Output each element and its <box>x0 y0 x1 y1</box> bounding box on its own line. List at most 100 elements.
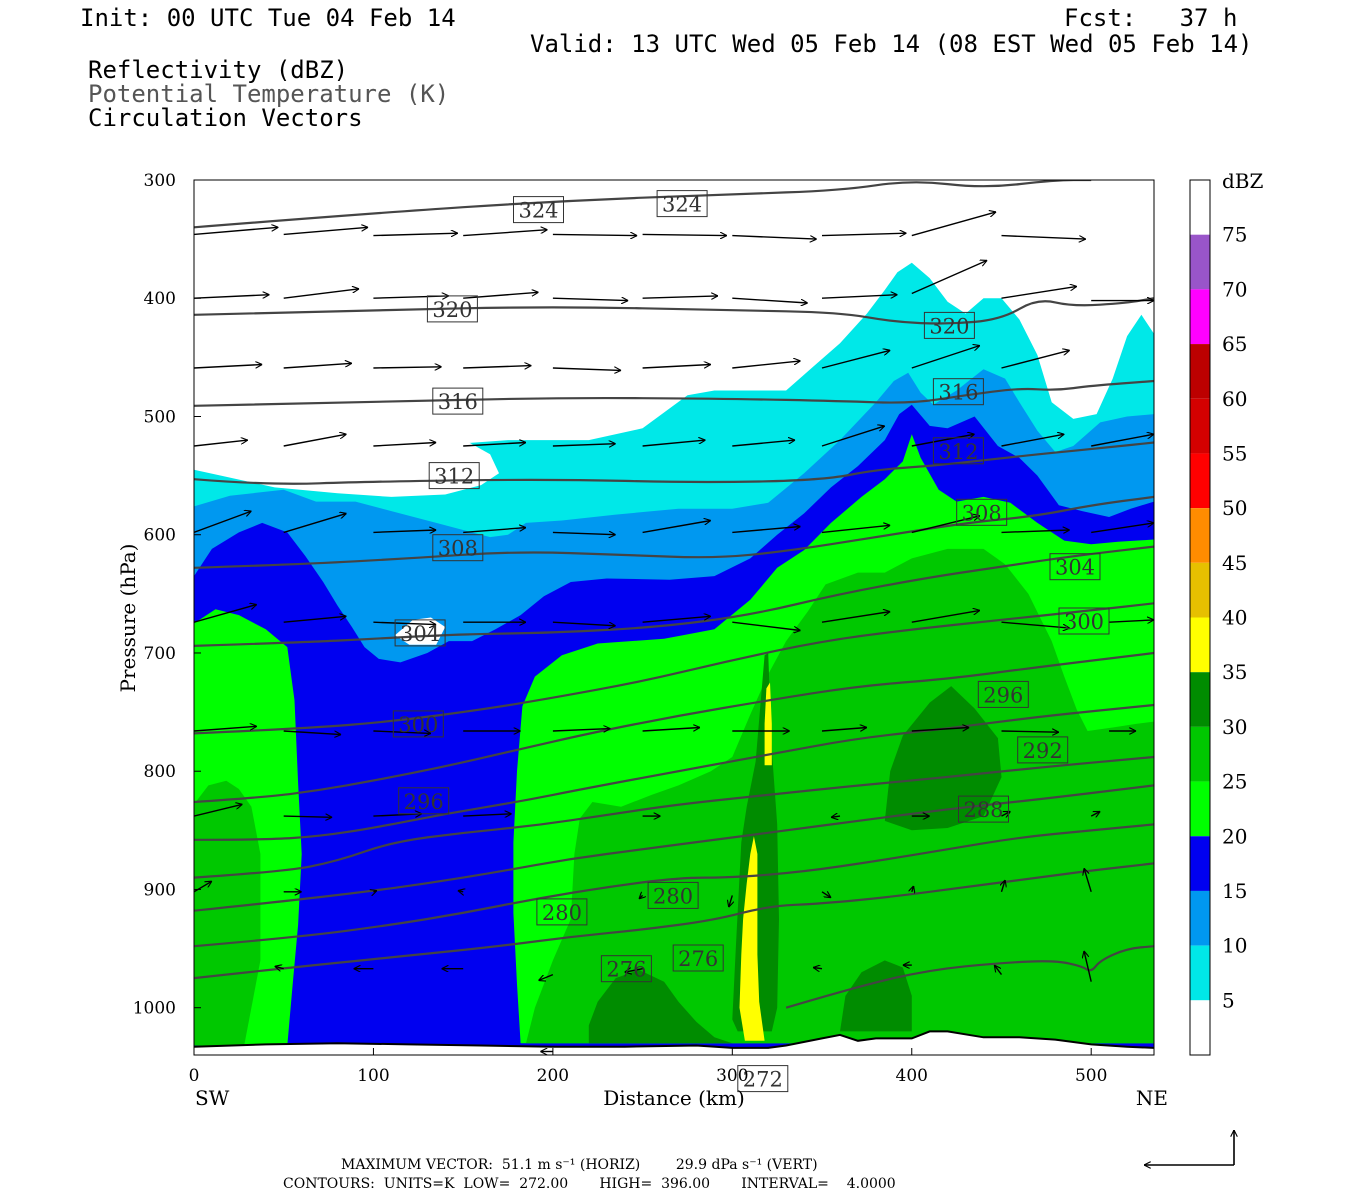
circulation-vector <box>463 528 526 534</box>
dbz-35-region <box>764 682 772 766</box>
circulation-vector <box>1084 951 1092 982</box>
contour-label: 320 <box>432 298 472 322</box>
circulation-vector <box>275 966 284 968</box>
circulation-vector <box>283 227 368 236</box>
circulation-vector <box>194 804 242 817</box>
x-tick-label: 300 <box>716 1066 748 1086</box>
circulation-vector <box>1001 731 1059 732</box>
circulation-vector <box>373 233 457 235</box>
circulation-vector <box>373 530 436 532</box>
circulation-vector <box>1001 234 1086 240</box>
colorbar-bin <box>1190 781 1210 837</box>
circulation-vector <box>911 346 980 369</box>
circulation-vector <box>373 891 377 892</box>
circulation-vector <box>642 521 711 534</box>
circulation-vector <box>552 532 616 534</box>
colorbar-level-label: 40 <box>1222 606 1247 630</box>
circulation-vector <box>911 260 987 295</box>
contour-label-box <box>737 1065 789 1093</box>
colorbar-level-label: 30 <box>1222 715 1247 739</box>
circulation-vector <box>1109 620 1154 622</box>
colorbar-level-label: 55 <box>1222 441 1247 465</box>
circulation-vector <box>911 434 975 447</box>
colorbar-bin <box>1190 836 1210 891</box>
contour-label-box <box>394 619 446 647</box>
circulation-vector <box>283 513 347 534</box>
circulation-vector <box>821 892 831 898</box>
contour-label: 304 <box>400 622 440 646</box>
circulation-vector <box>642 296 718 298</box>
colorbar-level-label: 5 <box>1222 988 1235 1012</box>
circulation-vector <box>283 434 347 447</box>
colorbar-bin <box>1190 398 1210 454</box>
circulation-vector <box>539 973 554 981</box>
contour-label-box <box>432 387 484 415</box>
plot-frame <box>193 179 1155 1056</box>
colorbar-level-label: 10 <box>1222 934 1247 958</box>
contour-label-box <box>656 190 708 218</box>
circulation-vector <box>821 426 885 447</box>
circulation-vector <box>283 616 347 623</box>
terrain-line <box>194 1030 1154 1049</box>
valid-time: Valid: 13 UTC Wed 05 Feb 14 (08 EST Wed … <box>530 30 1253 58</box>
circulation-vector <box>639 895 643 899</box>
colorbar-bin <box>1190 508 1210 563</box>
contour-label: 276 <box>678 947 718 971</box>
circulation-vector <box>732 527 800 534</box>
y-tick-label: 800 <box>144 762 176 782</box>
contour-label-box <box>600 955 652 983</box>
circulation-vector <box>821 233 906 235</box>
x-tick-label: 400 <box>896 1066 928 1086</box>
contour-label-box <box>392 710 444 738</box>
colorbar-bin <box>1190 344 1210 399</box>
colorbar-bin <box>1190 726 1210 782</box>
contour-label: 312 <box>938 440 978 464</box>
circulation-vector <box>552 298 628 300</box>
circulation-vector <box>732 234 816 240</box>
dbz-30-region <box>884 686 1002 831</box>
contour-label: 308 <box>962 501 1002 525</box>
theta-316-contour <box>194 379 1154 407</box>
circulation-vector <box>373 622 436 624</box>
circulation-vector <box>1090 810 1100 816</box>
sw-end-label: SW <box>195 1086 230 1110</box>
x-tick-label: 0 <box>189 1066 200 1086</box>
circulation-vector <box>994 965 1003 976</box>
circulation-vector <box>283 289 359 299</box>
ne-end-label: NE <box>1136 1086 1168 1110</box>
colorbar-level-label: 65 <box>1222 332 1247 356</box>
circulation-vector <box>642 616 711 623</box>
y-axis-label: Pressure (hPa) <box>116 544 140 693</box>
circulation-vector <box>194 440 248 447</box>
y-tick-label: 700 <box>144 644 176 664</box>
contour-labels: 324 324 320 320 316 316 312 312 308 308 304 304 300 3… <box>392 190 1110 1093</box>
y-tick-label: 1000 <box>133 999 176 1019</box>
contour-label-box <box>426 295 478 323</box>
circulation-vector <box>283 730 341 735</box>
circulation-vector <box>194 511 251 534</box>
axes: 0 100 200 300 400 500 300 400 500 600 700 800 900 100… <box>116 171 1168 1110</box>
dbz-25-region <box>194 780 261 1046</box>
circulation-vector <box>463 814 511 816</box>
circulation-vector <box>732 440 795 447</box>
contour-info-note: CONTOURS: UNITS=K LOW= 272.00 HIGH= 396.… <box>283 1176 896 1192</box>
colorbar-level-label: 50 <box>1222 496 1247 520</box>
y-tick-label: 300 <box>144 171 176 191</box>
circulation-vector <box>821 728 867 732</box>
circulation-vector <box>1001 434 1065 447</box>
contour-label: 316 <box>938 381 978 405</box>
colorbar-level-label: 75 <box>1222 223 1247 247</box>
no-echo-region <box>194 410 499 497</box>
circulation-vector <box>552 234 637 235</box>
circulation-vector <box>373 367 441 368</box>
circulation-vector <box>552 621 616 626</box>
colorbar-level-label: 25 <box>1222 770 1247 794</box>
circulation-vector <box>732 297 807 303</box>
contour-label-box <box>932 378 984 406</box>
x-tick-label: 200 <box>537 1066 569 1086</box>
colorbar-bin <box>1190 945 1210 1001</box>
colorbar-bin <box>1190 289 1210 345</box>
contour-label: 296 <box>983 683 1023 707</box>
contour-label: 296 <box>404 790 444 814</box>
contour-label: 324 <box>518 199 558 223</box>
